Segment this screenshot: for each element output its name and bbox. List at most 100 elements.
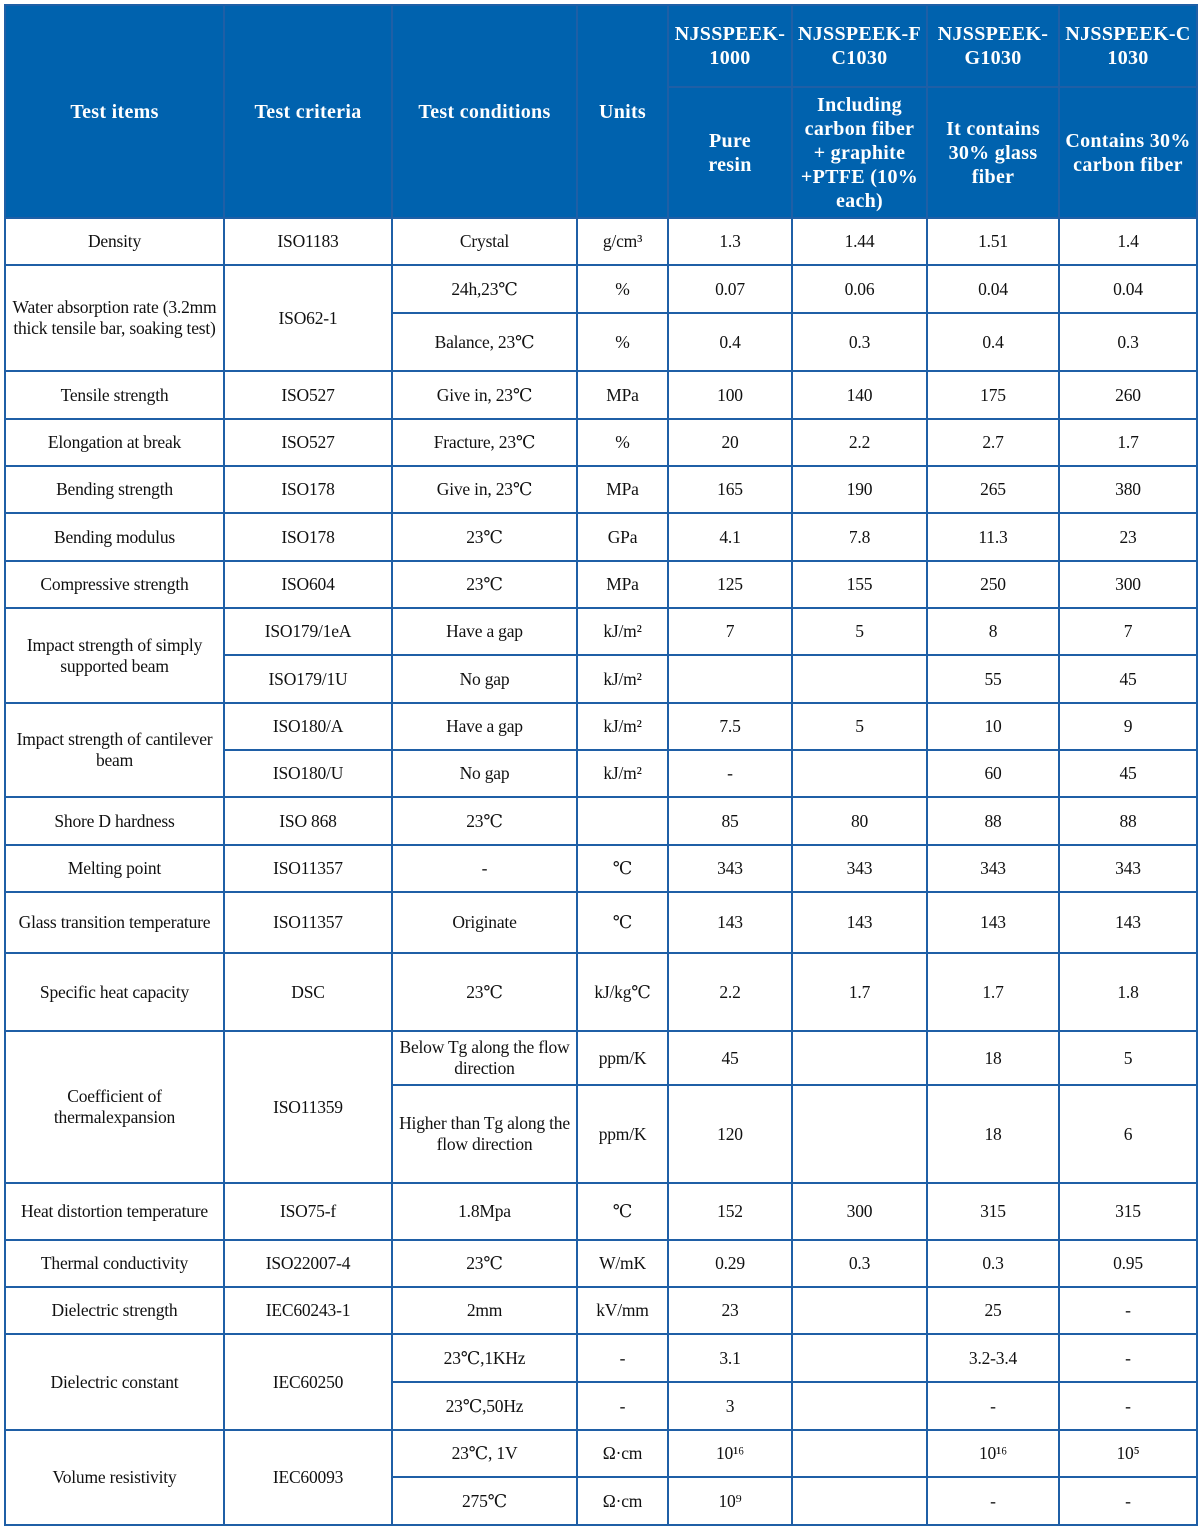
table-cell: ISO11357 (223, 891, 393, 954)
table-cell: Melting point (4, 844, 225, 893)
table-cell: ppm/K (576, 1084, 669, 1184)
table-cell: ISO179/1U (223, 654, 393, 704)
table-cell: - (926, 1476, 1060, 1526)
table-cell: ISO178 (223, 512, 393, 562)
table-cell: Shore D hardness (4, 796, 225, 846)
table-row: Bending modulus ISO178 23℃ GPa 4.1 7.8 11.3 23 (4, 512, 1198, 562)
table-cell: 23℃ (391, 1239, 578, 1288)
table-cell: ISO11357 (223, 844, 393, 893)
table-cell: 45 (1058, 749, 1198, 798)
table-cell: 1.7 (926, 952, 1060, 1032)
table-cell: Have a gap (391, 607, 578, 656)
table-cell: 1.4 (1058, 217, 1198, 266)
table-cell: 10 (926, 702, 1060, 751)
table-cell: ISO11359 (223, 1030, 393, 1184)
table-cell: No gap (391, 654, 578, 704)
table-cell: Compressive strength (4, 560, 225, 609)
header-grade-desc: Pure resin (667, 86, 793, 219)
table-cell: 0.4 (926, 312, 1060, 372)
table-row: 23℃,50Hz -3- - (5, 1381, 1198, 1431)
table-cell (576, 796, 669, 846)
table-cell: W/mK (576, 1239, 669, 1288)
header-test-items: Test items (4, 4, 225, 219)
table-row: Coefficient of thermalexpansion ISO11359 B… (4, 1030, 1198, 1184)
table-cell: 0.4 (667, 312, 793, 372)
table-cell: 275℃ (391, 1476, 578, 1526)
table-cell: MPa (576, 560, 669, 609)
table-cell: 250 (926, 560, 1060, 609)
table-cell: 88 (926, 796, 1060, 846)
table-cell: kJ/kg℃ (576, 952, 669, 1032)
table-cell: 25 (926, 1286, 1060, 1335)
table-cell: IEC60250 (223, 1333, 393, 1431)
table-cell: 120 (667, 1084, 793, 1184)
table-cell: 143 (926, 891, 1060, 954)
table-cell (791, 1333, 928, 1383)
table-cell: 190 (791, 465, 928, 514)
table-cell: MPa (576, 465, 669, 514)
table-cell: 0.3 (1058, 312, 1198, 372)
table-cell: kV/mm (576, 1286, 669, 1335)
table-cell: 23 (667, 1286, 793, 1335)
table-cell: 265 (926, 465, 1060, 514)
table-cell: 5 (791, 607, 928, 656)
header-grade-name: NJSSPEEK-FC1030 (791, 4, 928, 88)
table-row: 275℃ Ω·cm 10⁹ - - (5, 1476, 1198, 1526)
table-cell: 143 (667, 891, 793, 954)
table-cell: Balance, 23℃ (391, 312, 578, 372)
table-row: Thermal conductivity ISO22007-4 23℃ W/mK 0.2… (4, 1239, 1198, 1288)
table-cell: kJ/m² (576, 654, 669, 704)
table-cell: 1.51 (926, 217, 1060, 266)
table-cell: 300 (1058, 560, 1198, 609)
table-cell: 5 (791, 702, 928, 751)
table-row: Glass transition temperature ISO11357 Orig… (4, 891, 1198, 954)
table-cell: Have a gap (391, 702, 578, 751)
table-cell: 1.8Mpa (391, 1182, 578, 1241)
table-cell: ISO1183 (223, 217, 393, 266)
table-row: Shore D hardness ISO 868 23℃ 85 80 88 88 (4, 796, 1198, 846)
table-body: Density ISO1183 Crystal g/cm³ 1.3 1.44 1.51 1.4… (4, 217, 1198, 1526)
table-row: Bending strength ISO178 Give in, 23℃ MPa 165… (4, 465, 1198, 514)
table-cell: 260 (1058, 370, 1198, 420)
table-cell: Heat distortion temperature (4, 1182, 225, 1241)
table-cell: 343 (926, 844, 1060, 893)
table-cell: 85 (667, 796, 793, 846)
table-cell: 3.2-3.4 (926, 1333, 1060, 1383)
header-grade-name: NJSSPEEK-C1030 (1058, 4, 1198, 88)
table-cell: - (1058, 1381, 1198, 1431)
table-cell: Impact strength of simply supported beam (4, 607, 225, 704)
table-row: Tensile strength ISO527 Give in, 23℃ MPa 100… (4, 370, 1198, 420)
header-grade-desc: Contains 30% carbon fiber (1058, 86, 1198, 219)
table-cell: 45 (1058, 654, 1198, 704)
table-cell: 0.29 (667, 1239, 793, 1288)
header-units: Units (576, 4, 669, 219)
table-cell (791, 654, 928, 704)
table-cell: 0.04 (1058, 264, 1198, 314)
table-cell: GPa (576, 512, 669, 562)
table-cell: 165 (667, 465, 793, 514)
table-cell: - (1058, 1476, 1198, 1526)
table-cell: Coefficient of thermalexpansion (4, 1030, 225, 1184)
table-cell: - (926, 1381, 1060, 1431)
header-test-conditions: Test conditions (391, 4, 578, 219)
table-cell: - (576, 1381, 669, 1431)
table-row: ISO179/1U No gap kJ/m² 55 45 (5, 654, 1198, 704)
table-cell (791, 1381, 928, 1431)
table-cell: Dielectric constant (4, 1333, 225, 1431)
table-cell: ℃ (576, 844, 669, 893)
table-cell: 23℃ (391, 796, 578, 846)
table-cell: 155 (791, 560, 928, 609)
table-cell: 23℃ (391, 560, 578, 609)
table-cell: 315 (926, 1182, 1060, 1241)
table-cell: Impact strength of cantilever beam (4, 702, 225, 798)
table-cell: 23℃, 1V (391, 1429, 578, 1478)
table-cell: Dielectric strength (4, 1286, 225, 1335)
table-cell: IEC60243-1 (223, 1286, 393, 1335)
table-cell: 0.04 (926, 264, 1060, 314)
table-row: Impact strength of cantilever beam ISO180… (4, 702, 1198, 798)
table-cell: 0.3 (926, 1239, 1060, 1288)
header-grade-desc: It contains 30% glass fiber (926, 86, 1060, 219)
table-cell: 1.7 (791, 952, 928, 1032)
table-cell: 0.95 (1058, 1239, 1198, 1288)
table-row: Water absorption rate (3.2mm thick tensi… (4, 264, 1198, 372)
